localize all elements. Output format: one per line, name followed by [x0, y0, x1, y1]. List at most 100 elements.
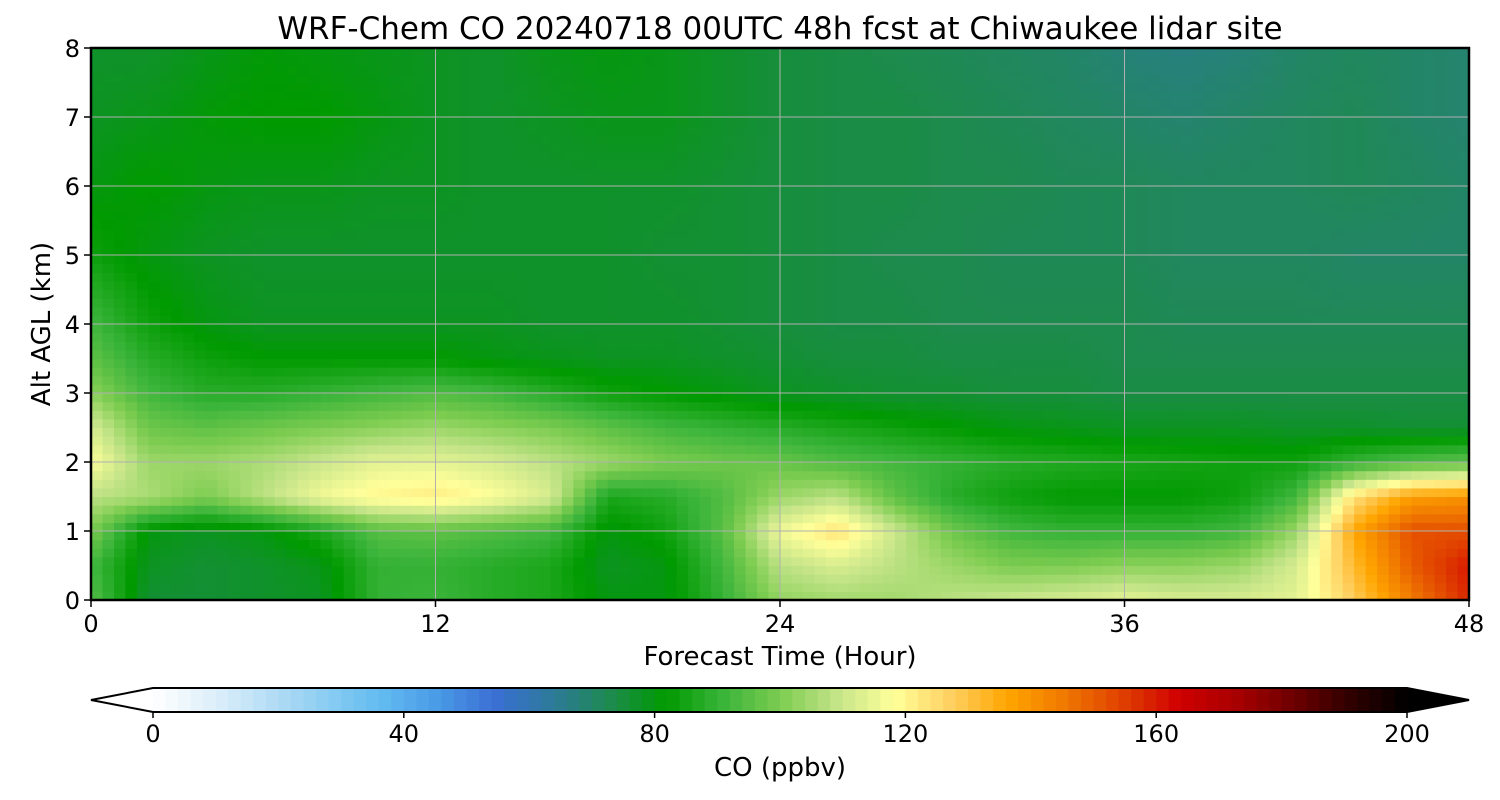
heatmap-cell	[975, 324, 988, 334]
heatmap-cell	[1457, 522, 1469, 532]
heatmap-cell	[596, 367, 609, 377]
heatmap-cell	[504, 470, 517, 480]
heatmap-cell	[1135, 246, 1149, 256]
heatmap-cell	[780, 582, 793, 592]
heatmap-cell	[424, 505, 437, 515]
heatmap-cell	[469, 332, 483, 342]
heatmap-cell	[159, 427, 172, 437]
heatmap-cell	[734, 462, 747, 472]
heatmap-cell	[1331, 393, 1344, 403]
heatmap-cell	[596, 349, 609, 360]
heatmap-cell	[584, 324, 597, 334]
heatmap-cell	[1032, 324, 1045, 334]
heatmap-cell	[424, 324, 437, 334]
heatmap-cell	[91, 358, 104, 368]
heatmap-cell	[159, 496, 172, 506]
heatmap-cell	[343, 384, 356, 394]
heatmap-cell	[1446, 263, 1459, 273]
heatmap-cell	[837, 513, 850, 523]
heatmap-cell	[1055, 574, 1068, 584]
heatmap-cell	[136, 531, 150, 541]
heatmap-cell	[136, 487, 150, 498]
heatmap-cell	[871, 324, 884, 334]
heatmap-cell	[722, 505, 735, 515]
heatmap-cell	[1170, 410, 1183, 420]
heatmap-cell	[435, 418, 448, 429]
heatmap-cell	[113, 513, 127, 523]
heatmap-cell	[665, 565, 678, 575]
heatmap-cell	[711, 427, 724, 437]
heatmap-cell	[378, 332, 391, 342]
heatmap-cell	[550, 453, 563, 463]
heatmap-cell	[1342, 556, 1355, 567]
heatmap-cell	[1101, 393, 1114, 403]
heatmap-cell	[1331, 444, 1344, 454]
heatmap-cell	[412, 470, 425, 480]
heatmap-cell	[665, 505, 678, 515]
heatmap-cell	[1113, 531, 1126, 541]
heatmap-cell	[1067, 436, 1080, 446]
heatmap-cell	[194, 255, 207, 265]
heatmap-cell	[251, 513, 264, 523]
heatmap-cell	[182, 574, 195, 584]
heatmap-cell	[722, 280, 735, 291]
heatmap-cell	[1319, 487, 1332, 498]
heatmap-cell	[745, 565, 758, 575]
heatmap-cell	[1124, 246, 1137, 256]
heatmap-cell	[825, 444, 839, 454]
heatmap-cell	[1411, 358, 1424, 368]
heatmap-cell	[894, 410, 907, 420]
heatmap-cell	[1308, 393, 1321, 403]
heatmap-cell	[1135, 332, 1149, 342]
heatmap-cell	[102, 436, 115, 446]
heatmap-cell	[527, 306, 540, 316]
heatmap-cell	[722, 556, 735, 567]
heatmap-cell	[412, 522, 425, 532]
heatmap-cell	[1308, 565, 1321, 575]
heatmap-cell	[194, 462, 207, 472]
heatmap-cell	[1296, 591, 1309, 600]
heatmap-cell	[619, 410, 632, 420]
heatmap-cell	[1308, 289, 1321, 299]
heatmap-cell	[550, 591, 563, 600]
heatmap-cell	[1411, 565, 1424, 575]
heatmap-cell	[1044, 255, 1057, 265]
heatmap-cell	[492, 401, 505, 411]
heatmap-cell	[929, 496, 942, 506]
heatmap-cell	[642, 298, 655, 308]
heatmap-cell	[1204, 263, 1217, 273]
heatmap-cell	[837, 246, 850, 256]
heatmap-cell	[1101, 375, 1114, 385]
heatmap-cell	[1009, 539, 1022, 549]
heatmap-cell	[355, 289, 368, 299]
heatmap-cell	[240, 556, 253, 567]
heatmap-cell	[963, 410, 976, 420]
heatmap-cell	[182, 548, 195, 558]
heatmap-cell	[1147, 565, 1160, 575]
heatmap-cell	[584, 453, 597, 463]
heatmap-cell	[240, 565, 253, 575]
heatmap-cell	[596, 272, 609, 282]
heatmap-cell	[343, 522, 356, 532]
heatmap-cell	[1067, 349, 1080, 360]
heatmap-cell	[102, 591, 115, 600]
heatmap-cell	[1181, 513, 1194, 523]
heatmap-cell	[998, 427, 1011, 437]
heatmap-cell	[1262, 255, 1275, 265]
heatmap-cell	[309, 565, 322, 575]
heatmap-cell	[1227, 505, 1240, 515]
heatmap-cell	[1055, 341, 1068, 351]
heatmap-cell	[607, 384, 620, 394]
heatmap-cell	[596, 332, 609, 342]
heatmap-cell	[1078, 444, 1091, 454]
heatmap-cell	[1227, 358, 1240, 368]
heatmap-cell	[619, 349, 632, 360]
heatmap-cell	[642, 487, 655, 498]
heatmap-cell	[159, 246, 172, 256]
heatmap-cell	[780, 513, 793, 523]
heatmap-cell	[378, 444, 391, 454]
heatmap-cell	[837, 410, 850, 420]
heatmap-cell	[780, 246, 793, 256]
heatmap-cell	[1250, 410, 1263, 420]
heatmap-cell	[1262, 513, 1275, 523]
